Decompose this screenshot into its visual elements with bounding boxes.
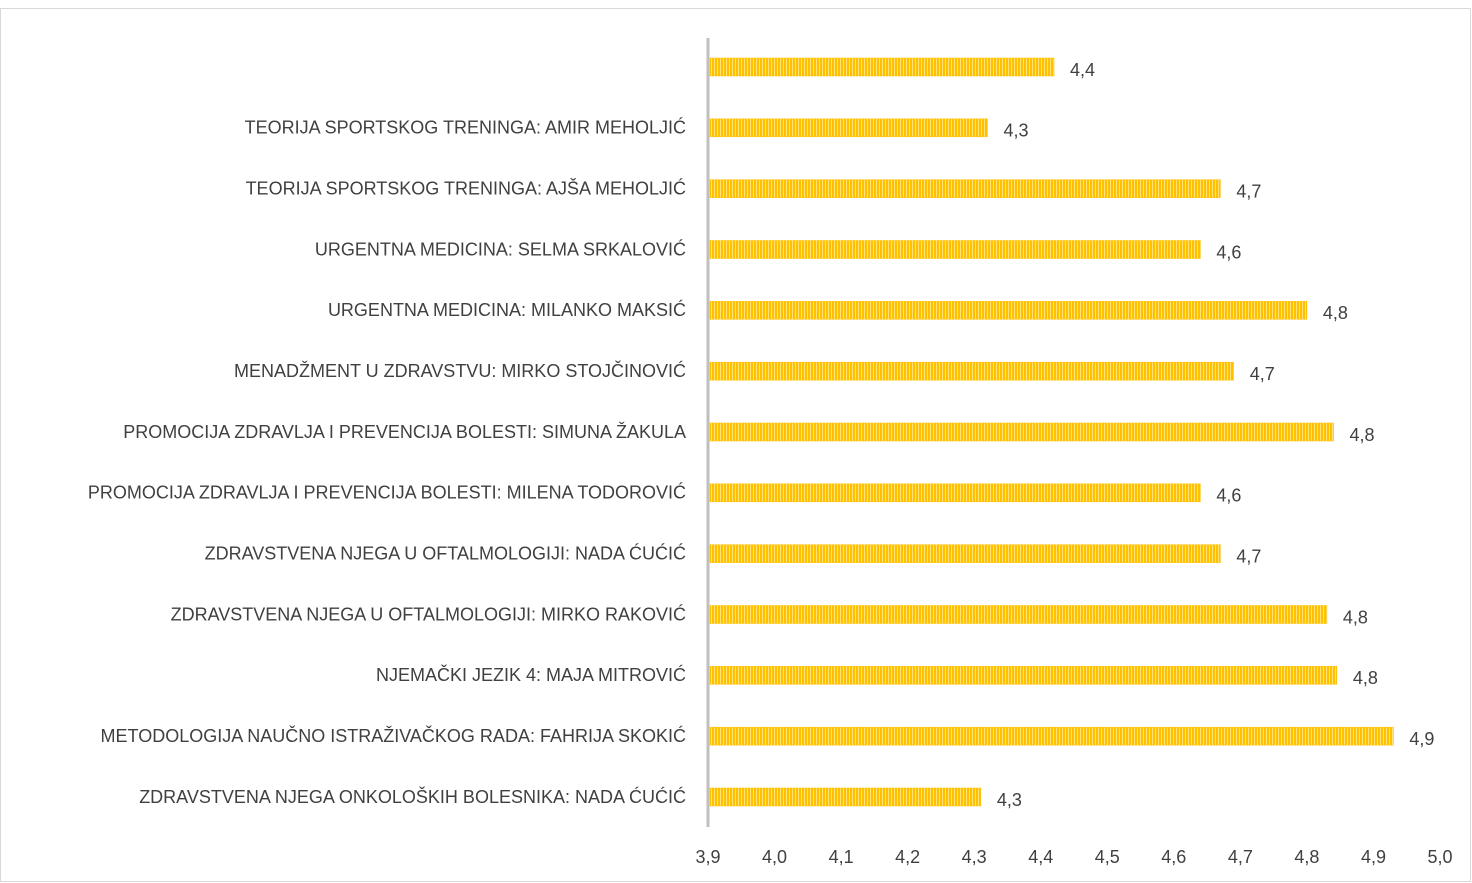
x-tick-label: 4,0	[762, 847, 787, 867]
data-label: 4,6	[1216, 486, 1241, 506]
x-tick-label: 4,5	[1095, 847, 1120, 867]
data-label: 4,7	[1250, 364, 1275, 384]
bar	[709, 544, 1221, 563]
data-label: 4,8	[1343, 607, 1368, 627]
bar	[709, 726, 1394, 746]
y-tick-label: PROMOCIJA ZDRAVLJA I PREVENCIJA BOLESTI:…	[88, 482, 686, 503]
data-label: 4,4	[1070, 60, 1095, 80]
bar	[709, 483, 1201, 503]
x-tick-label: 4,3	[962, 847, 987, 867]
data-label: 4,7	[1236, 181, 1261, 201]
x-tick-label: 4,2	[895, 847, 920, 867]
data-label: 4,7	[1236, 546, 1261, 566]
bar	[709, 57, 1055, 77]
chart-frame	[0, 8, 1471, 882]
bar	[709, 666, 1338, 685]
bar	[709, 301, 1308, 320]
bar	[709, 179, 1221, 198]
y-tick-label: NJEMAČKI JEZIK 4: MAJA MITROVIĆ	[376, 664, 686, 685]
y-tick-label: ZDRAVSTVENA NJEGA U OFTALMOLOGIJI: NADA …	[205, 542, 686, 563]
x-tick-label: 4,7	[1228, 847, 1253, 867]
x-tick-label: 4,8	[1294, 847, 1319, 867]
bar	[709, 240, 1201, 259]
x-tick-label: 4,4	[1028, 847, 1053, 867]
bar	[709, 118, 988, 138]
data-label: 4,6	[1216, 242, 1241, 262]
y-tick-label: URGENTNA MEDICINA: SELMA SRKALOVIĆ	[315, 238, 686, 259]
bar	[709, 787, 982, 807]
bar	[709, 422, 1334, 442]
y-tick-label: MENADŽMENT U ZDRAVSTVU: MIRKO STOJČINOVI…	[234, 360, 686, 381]
y-tick-label: TEORIJA SPORTSKOG TRENINGA: AMIR MEHOLJI…	[245, 117, 686, 138]
x-tick-label: 4,1	[829, 847, 854, 867]
data-label: 4,3	[997, 790, 1022, 810]
y-tick-label: TEORIJA SPORTSKOG TRENINGA: AJŠA MEHOLJI…	[246, 177, 686, 198]
data-label: 4,8	[1350, 425, 1375, 445]
x-tick-label: 4,9	[1361, 847, 1386, 867]
bar	[709, 361, 1234, 381]
x-tick-label: 3,9	[695, 847, 720, 867]
data-label: 4,9	[1409, 729, 1434, 749]
x-tick-label: 5,0	[1427, 847, 1452, 867]
y-tick-label: ZDRAVSTVENA NJEGA U OFTALMOLOGIJI: MIRKO…	[171, 603, 686, 624]
data-label: 4,8	[1353, 668, 1378, 688]
y-tick-label: URGENTNA MEDICINA: MILANKO MAKSIĆ	[328, 299, 686, 320]
x-tick-label: 4,6	[1161, 847, 1186, 867]
bar	[709, 605, 1328, 624]
data-label: 4,8	[1323, 303, 1348, 323]
y-tick-label: PROMOCIJA ZDRAVLJA I PREVENCIJA BOLESTI:…	[123, 422, 686, 442]
data-label: 4,3	[1003, 121, 1028, 141]
y-tick-label: ZDRAVSTVENA NJEGA ONKOLOŠKIH BOLESNIKA: …	[139, 786, 686, 807]
y-tick-label: METODOLOGIJA NAUČNO ISTRAŽIVAČKOG RADA: …	[101, 725, 686, 746]
